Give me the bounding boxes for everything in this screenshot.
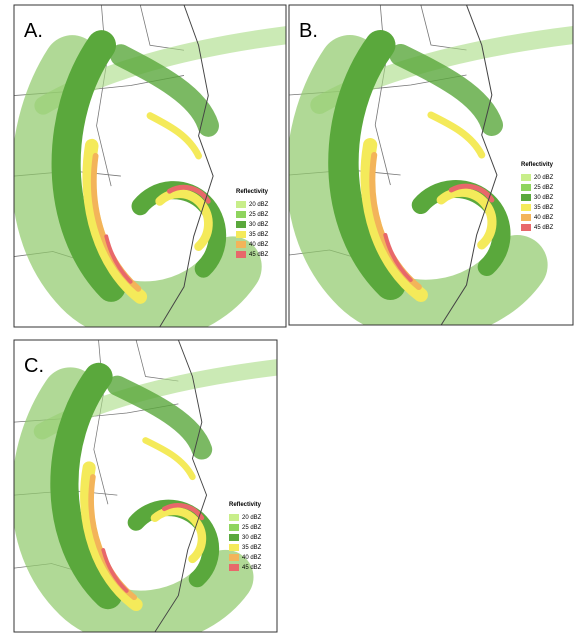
legend-label: 35 dBZ (242, 545, 262, 551)
legend-swatch (236, 241, 246, 248)
legend-label: 30 dBZ (249, 222, 269, 228)
legend-label: 35 dBZ (534, 205, 554, 211)
legend-label: 30 dBZ (242, 535, 262, 541)
legend-swatch (236, 231, 246, 238)
panel-label: C. (24, 355, 44, 377)
legend-label: 40 dBZ (242, 555, 262, 561)
legend-label: 45 dBZ (242, 565, 262, 571)
legend-swatch (521, 204, 531, 211)
legend-label: 40 dBZ (534, 215, 554, 221)
legend-swatch (236, 211, 246, 218)
legend-swatch (521, 184, 531, 191)
figure: A. Reflectivity 20 dBZ 25 dBZ 30 dBZ 35 dBZ 4… (0, 0, 576, 633)
legend-label: 25 dBZ (242, 525, 262, 531)
legend-label: 20 dBZ (534, 175, 554, 181)
legend-swatch (236, 221, 246, 228)
legend-label: 25 dBZ (249, 212, 269, 218)
radar-map (14, 340, 277, 632)
legend-label: 45 dBZ (534, 225, 554, 231)
legend-label: 35 dBZ (249, 232, 269, 238)
legend-label: 45 dBZ (249, 252, 269, 258)
panel: A. Reflectivity 20 dBZ 25 dBZ 30 dBZ 35 dBZ 4… (14, 5, 286, 327)
legend-swatch (521, 214, 531, 221)
legend-title: Reflectivity (236, 189, 269, 195)
legend-swatch (229, 524, 239, 531)
legend-swatch (521, 174, 531, 181)
legend-label: 20 dBZ (242, 515, 262, 521)
panel: B. Reflectivity 20 dBZ 25 dBZ 30 dBZ 35 dBZ 4… (289, 5, 573, 325)
legend-label: 40 dBZ (249, 242, 269, 248)
legend-swatch (229, 564, 239, 571)
panel-label: A. (24, 20, 43, 42)
panel: C. Reflectivity 20 dBZ 25 dBZ 30 dBZ 35 dBZ 4… (14, 340, 277, 632)
legend-label: 25 dBZ (534, 185, 554, 191)
legend-label: 30 dBZ (534, 195, 554, 201)
legend-swatch (229, 514, 239, 521)
legend-swatch (229, 544, 239, 551)
panel-label: B. (299, 20, 318, 42)
legend-swatch (521, 224, 531, 231)
legend-swatch (236, 251, 246, 258)
legend-label: 20 dBZ (249, 202, 269, 208)
radar-map (14, 5, 286, 327)
legend-swatch (229, 554, 239, 561)
legend-title: Reflectivity (229, 502, 262, 508)
legend-swatch (229, 534, 239, 541)
legend-swatch (521, 194, 531, 201)
legend-swatch (236, 201, 246, 208)
legend-title: Reflectivity (521, 162, 554, 168)
